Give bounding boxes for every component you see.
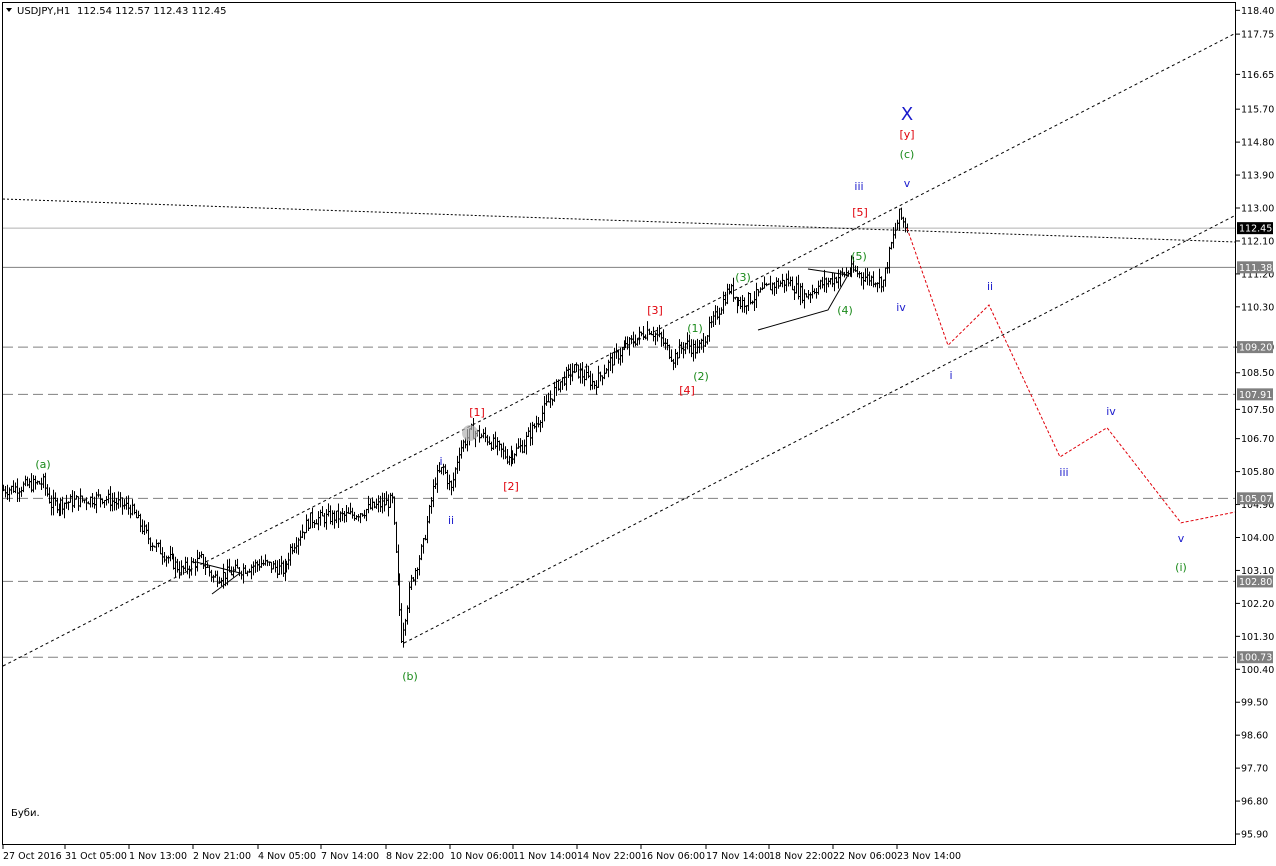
wave-label: (a) bbox=[35, 458, 50, 471]
x-tick-label: 27 Oct 2016 bbox=[3, 851, 62, 862]
wave-label: iv bbox=[1106, 405, 1116, 418]
x-tick-label: 18 Nov 22:00 bbox=[769, 851, 833, 862]
wave-label: iii bbox=[1059, 466, 1068, 479]
x-tick-label: 11 Nov 14:00 bbox=[513, 851, 577, 862]
y-tick-label: 98.60 bbox=[1241, 731, 1268, 742]
highlight-marker bbox=[462, 425, 478, 441]
plot-frame bbox=[2, 2, 1236, 845]
price-axis: 118.40 117.75 116.65 115.70 114.80 113.90 113.… bbox=[1236, 6, 1274, 841]
y-tick-label: 107.50 bbox=[1241, 405, 1274, 416]
level-price-box bbox=[1237, 261, 1273, 274]
y-tick-label: 113.90 bbox=[1241, 171, 1274, 182]
current-price-box bbox=[1237, 222, 1273, 235]
level-price-label: 105.07 bbox=[1239, 494, 1272, 505]
current-price-label: 112.45 bbox=[1239, 224, 1272, 235]
level-price-boxes: 111.38 109.20 107.91 105.07 102.80 100.73 112.… bbox=[1237, 222, 1273, 664]
wave-label: [5] bbox=[852, 206, 868, 219]
wave-label: (4) bbox=[837, 304, 853, 317]
y-tick-label: 102.20 bbox=[1241, 599, 1274, 610]
wave-label: (2) bbox=[693, 370, 709, 383]
level-price-label: 111.38 bbox=[1239, 263, 1272, 274]
forecast-path bbox=[906, 227, 1237, 524]
y-tick-label: 106.70 bbox=[1241, 434, 1274, 445]
y-tick-label: 117.75 bbox=[1241, 30, 1274, 41]
wave-label: [3] bbox=[647, 304, 663, 317]
wave-label: (1) bbox=[687, 322, 703, 335]
triangle-pattern-right bbox=[757, 268, 849, 331]
level-price-label: 107.91 bbox=[1239, 390, 1272, 401]
y-tick-label: 118.40 bbox=[1241, 6, 1274, 17]
upper-channel-line bbox=[2, 32, 1237, 667]
y-tick-label: 96.80 bbox=[1241, 797, 1268, 808]
x-tick-label: 8 Nov 22:00 bbox=[386, 851, 444, 862]
level-price-box bbox=[1237, 492, 1273, 505]
wave-label: (b) bbox=[402, 670, 418, 683]
wave-label: v bbox=[904, 177, 911, 190]
y-tick-label: 101.30 bbox=[1241, 632, 1274, 643]
level-price-box bbox=[1237, 575, 1273, 588]
x-tick-label: 1 Nov 13:00 bbox=[129, 851, 187, 862]
wave-label: i bbox=[949, 369, 952, 382]
level-price-box bbox=[1237, 341, 1273, 354]
level-price-box bbox=[1237, 388, 1273, 401]
chart-menu-triangle-icon[interactable] bbox=[6, 8, 12, 12]
y-tick-label: 112.10 bbox=[1241, 236, 1274, 247]
wave-label: iii bbox=[854, 180, 863, 193]
y-tick-label: 95.90 bbox=[1241, 830, 1268, 841]
chart-note: Буби. bbox=[11, 808, 40, 819]
y-tick-label: 114.80 bbox=[1241, 138, 1274, 149]
chart-ohlc: 112.54 112.57 112.43 112.45 bbox=[77, 6, 227, 17]
y-tick-label: 104.90 bbox=[1241, 500, 1274, 511]
wave-label: iv bbox=[896, 301, 906, 314]
candle-bars bbox=[2, 207, 909, 648]
x-tick-label: 2 Nov 21:00 bbox=[193, 851, 251, 862]
level-price-label: 100.73 bbox=[1239, 653, 1272, 664]
y-tick-label: 116.65 bbox=[1241, 70, 1274, 81]
long-term-trend-line bbox=[2, 198, 1237, 243]
wave-label: [1] bbox=[469, 406, 485, 419]
x-tick-label: 17 Nov 14:00 bbox=[706, 851, 770, 862]
wave-label: X bbox=[901, 104, 913, 125]
y-tick-label: 115.70 bbox=[1241, 105, 1274, 116]
wave-label: [y] bbox=[899, 128, 914, 141]
y-tick-label: 104.00 bbox=[1241, 533, 1274, 544]
wave-label: (3) bbox=[735, 271, 751, 284]
y-tick-label: 97.70 bbox=[1241, 764, 1268, 775]
x-tick-label: 14 Nov 22:00 bbox=[577, 851, 641, 862]
y-tick-label: 103.10 bbox=[1241, 566, 1274, 577]
time-axis: 27 Oct 2016 31 Oct 05:00 1 Nov 13:00 2 Nov … bbox=[2, 845, 961, 862]
wave-label: (c) bbox=[900, 148, 915, 161]
y-tick-label: 105.80 bbox=[1241, 467, 1274, 478]
forecast-polyline bbox=[906, 227, 1237, 524]
y-tick-label: 111.20 bbox=[1241, 269, 1274, 280]
y-tick-label: 100.40 bbox=[1241, 665, 1274, 676]
x-tick-label: 31 Oct 05:00 bbox=[65, 851, 127, 862]
level-price-label: 109.20 bbox=[1239, 343, 1272, 354]
wave-label: ii bbox=[987, 280, 993, 293]
wave-label: (i) bbox=[1175, 561, 1187, 574]
wave-label: i bbox=[439, 455, 442, 468]
x-tick-label: 22 Nov 06:00 bbox=[833, 851, 897, 862]
wave-label: ii bbox=[448, 514, 454, 527]
wave-label: (5) bbox=[851, 250, 867, 263]
wave-label: v bbox=[1178, 532, 1185, 545]
level-price-label: 102.80 bbox=[1239, 577, 1272, 588]
chart-symbol: USDJPY,H1 bbox=[17, 6, 70, 17]
y-tick-label: 99.50 bbox=[1241, 698, 1268, 709]
x-tick-label: 7 Nov 14:00 bbox=[321, 851, 379, 862]
level-price-box bbox=[1237, 651, 1273, 664]
y-tick-label: 110.30 bbox=[1241, 302, 1274, 313]
wave-label: [2] bbox=[503, 480, 519, 493]
x-tick-label: 4 Nov 05:00 bbox=[258, 851, 316, 862]
trend-channel-lines bbox=[2, 32, 1237, 667]
x-tick-label: 10 Nov 06:00 bbox=[450, 851, 514, 862]
x-tick-label: 16 Nov 06:00 bbox=[641, 851, 705, 862]
y-tick-label: 108.50 bbox=[1241, 368, 1274, 379]
y-tick-label: 113.00 bbox=[1241, 204, 1274, 215]
wave-label: [4] bbox=[679, 384, 695, 397]
x-tick-label: 23 Nov 14:00 bbox=[897, 851, 961, 862]
